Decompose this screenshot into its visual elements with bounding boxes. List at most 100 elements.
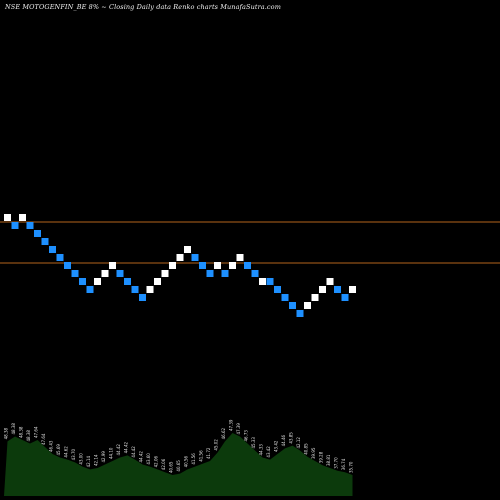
volume-label-16: 44.42	[116, 444, 121, 456]
volume-label-9: 44.62	[64, 446, 69, 458]
up-brick-42	[311, 294, 319, 301]
volume-label-8: 45.69	[56, 444, 61, 456]
volume-label-31: 47.39	[229, 419, 234, 431]
up-brick-23	[169, 262, 176, 269]
volume-label-40: 42.12	[296, 437, 301, 449]
volume-label-27: 41.56	[199, 450, 204, 462]
down-brick-5	[34, 230, 41, 237]
up-brick-24	[176, 254, 184, 261]
volume-label-30: 46.62	[221, 427, 226, 439]
down-brick-34	[251, 270, 259, 277]
volume-label-12: 42.14	[86, 455, 91, 467]
up-brick-25	[184, 246, 191, 253]
down-brick-39	[289, 302, 296, 309]
volume-label-5: 47.64	[34, 426, 39, 438]
down-brick-46	[341, 294, 349, 301]
down-brick-37	[274, 286, 281, 293]
down-brick-4	[26, 222, 34, 229]
up-brick-43	[319, 286, 326, 293]
volume-area	[4, 433, 353, 496]
volume-label-20: 43.60	[146, 453, 151, 465]
up-brick-31	[229, 262, 236, 269]
down-brick-40	[296, 310, 304, 317]
up-brick-44	[326, 278, 334, 285]
volume-label-3: 48.38	[19, 426, 24, 438]
volume-label-41: 40.85	[304, 443, 309, 455]
down-brick-2	[11, 222, 19, 229]
up-brick-13	[94, 278, 101, 285]
down-brick-19	[139, 294, 146, 301]
volume-label-44: 38.81	[326, 454, 331, 466]
volume-label-6: 47.64	[41, 433, 46, 445]
down-brick-38	[281, 294, 289, 301]
up-brick-47	[349, 286, 356, 293]
volume-label-14: 42.99	[101, 451, 106, 463]
volume-label-24: 40.65	[176, 460, 181, 472]
volume-label-39: 43.85	[289, 432, 294, 444]
down-brick-7	[49, 246, 56, 253]
volume-label-7: 46.43	[49, 440, 54, 452]
volume-label-33: 46.73	[244, 430, 249, 442]
volume-label-35: 44.33	[259, 444, 264, 456]
up-brick-15	[109, 262, 116, 269]
down-brick-16	[116, 270, 124, 277]
volume-label-23: 40.65	[169, 461, 174, 473]
volume-label-18: 44.42	[131, 446, 136, 458]
volume-label-25: 40.56	[184, 455, 189, 467]
down-brick-33	[244, 262, 251, 269]
up-brick-1	[4, 214, 11, 221]
volume-label-38: 44.46	[281, 434, 286, 446]
reference-lines	[0, 221, 500, 264]
down-brick-30	[221, 270, 229, 277]
down-brick-26	[191, 254, 199, 261]
volume-label-2: 48.38	[11, 423, 16, 435]
volume-label-1: 48.38	[4, 427, 9, 439]
down-brick-17	[124, 278, 131, 285]
down-brick-11	[79, 278, 86, 285]
volume-label-36: 43.42	[266, 446, 271, 458]
up-brick-35	[259, 278, 266, 285]
up-brick-29	[214, 262, 221, 269]
volume-label-10: 43.70	[71, 448, 76, 460]
up-brick-22	[161, 270, 169, 277]
down-brick-45	[334, 286, 341, 293]
down-brick-36	[266, 278, 274, 285]
volume-label-42: 39.95	[311, 447, 316, 459]
volume-label-34: 45.33	[251, 437, 256, 449]
volume-label-37: 43.42	[274, 440, 279, 452]
volume-label-11: 43.00	[79, 453, 84, 465]
volume-label-21: 42.06	[154, 455, 159, 467]
renko-bricks	[4, 214, 356, 317]
volume-label-43: 39.28	[319, 451, 324, 463]
up-brick-21	[154, 278, 161, 285]
volume-label-17: 44.42	[124, 441, 129, 453]
volume-label-46: 36.74	[341, 458, 346, 470]
volume-label-29: 45.02	[214, 439, 219, 451]
volume-label-13: 42.14	[94, 454, 99, 466]
volume-label-47: 35.70	[349, 461, 354, 473]
volume-label-26: 41.56	[191, 453, 196, 465]
down-brick-12	[86, 286, 94, 293]
volume-label-19: 44.42	[139, 451, 144, 463]
down-brick-9	[64, 262, 71, 269]
up-brick-32	[236, 254, 244, 261]
volume-label-28: 41.72	[206, 447, 211, 459]
volume-label-22: 42.06	[161, 458, 166, 470]
up-brick-14	[101, 270, 109, 277]
volume-label-15: 44.10	[109, 447, 114, 459]
down-brick-28	[206, 270, 214, 277]
volume-label-32: 47.39	[236, 423, 241, 435]
volume-label-45: 37.70	[334, 457, 339, 469]
down-brick-8	[56, 254, 64, 261]
down-brick-18	[131, 286, 139, 293]
up-brick-20	[146, 286, 154, 293]
chart-title: NSE MOTOGENFIN_BE 8% ~ Closing Daily dat…	[5, 3, 281, 11]
down-brick-27	[199, 262, 206, 269]
up-brick-3	[19, 214, 26, 221]
up-brick-41	[304, 302, 311, 309]
down-brick-6	[41, 238, 49, 245]
volume-label-4: 48.38	[26, 430, 31, 442]
down-brick-10	[71, 270, 79, 277]
